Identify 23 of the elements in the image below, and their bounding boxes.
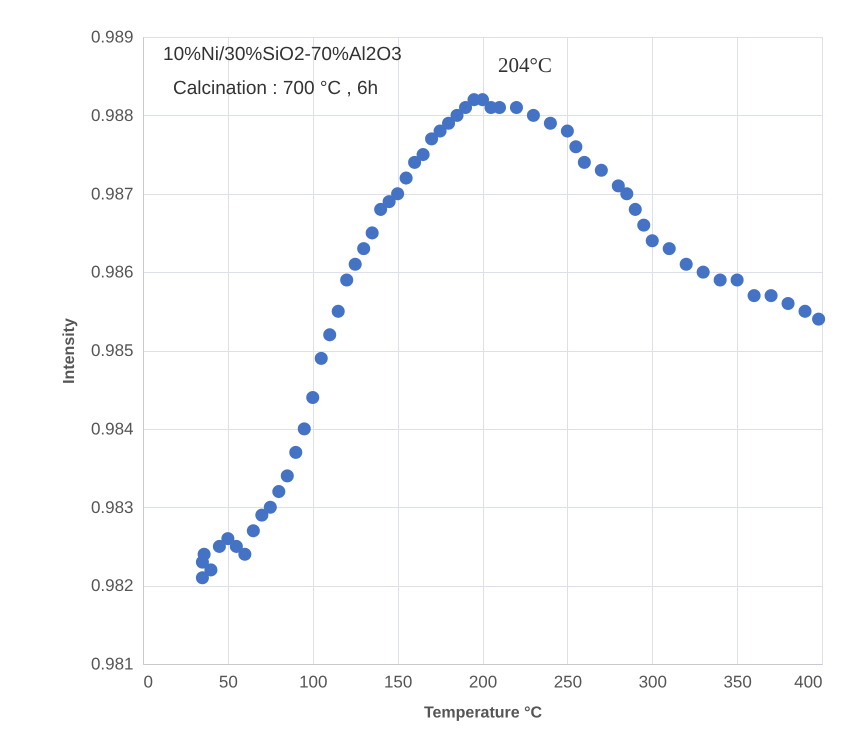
x-tick-label: 0 xyxy=(144,672,153,692)
x-tick-label: 400 xyxy=(794,672,822,692)
annotation: 10%Ni/30%SiO2-70%Al2O3 xyxy=(163,44,402,65)
y-tick-label: 0.988 xyxy=(90,106,134,125)
y-axis-title: Intensity xyxy=(60,318,78,384)
x-tick-label: 100 xyxy=(299,672,328,692)
y-tick-label: 0.987 xyxy=(90,184,134,204)
x-tick-label: 250 xyxy=(554,672,582,692)
x-tick-label: 200 xyxy=(468,672,498,692)
y-tick-label: 0.983 xyxy=(90,498,134,517)
y-tick-label: 0.985 xyxy=(90,341,134,360)
y-tick-label: 0.986 xyxy=(90,262,134,282)
y-tick-label: 0.989 xyxy=(90,28,134,46)
y-tick-label: 0.981 xyxy=(90,654,134,674)
x-tick-label: 300 xyxy=(638,672,667,692)
y-tick-label: 0.984 xyxy=(90,419,134,438)
x-tick-label: 50 xyxy=(218,672,238,692)
y-tick-label: 0.982 xyxy=(90,576,134,596)
x-tick-label: 150 xyxy=(384,672,412,692)
annotation: Calcination : 700 °C , 6h xyxy=(173,78,378,99)
x-tick-label: 350 xyxy=(723,672,752,692)
annotation: 204°C xyxy=(498,53,552,77)
x-axis-title: Temperature °C xyxy=(424,704,543,722)
